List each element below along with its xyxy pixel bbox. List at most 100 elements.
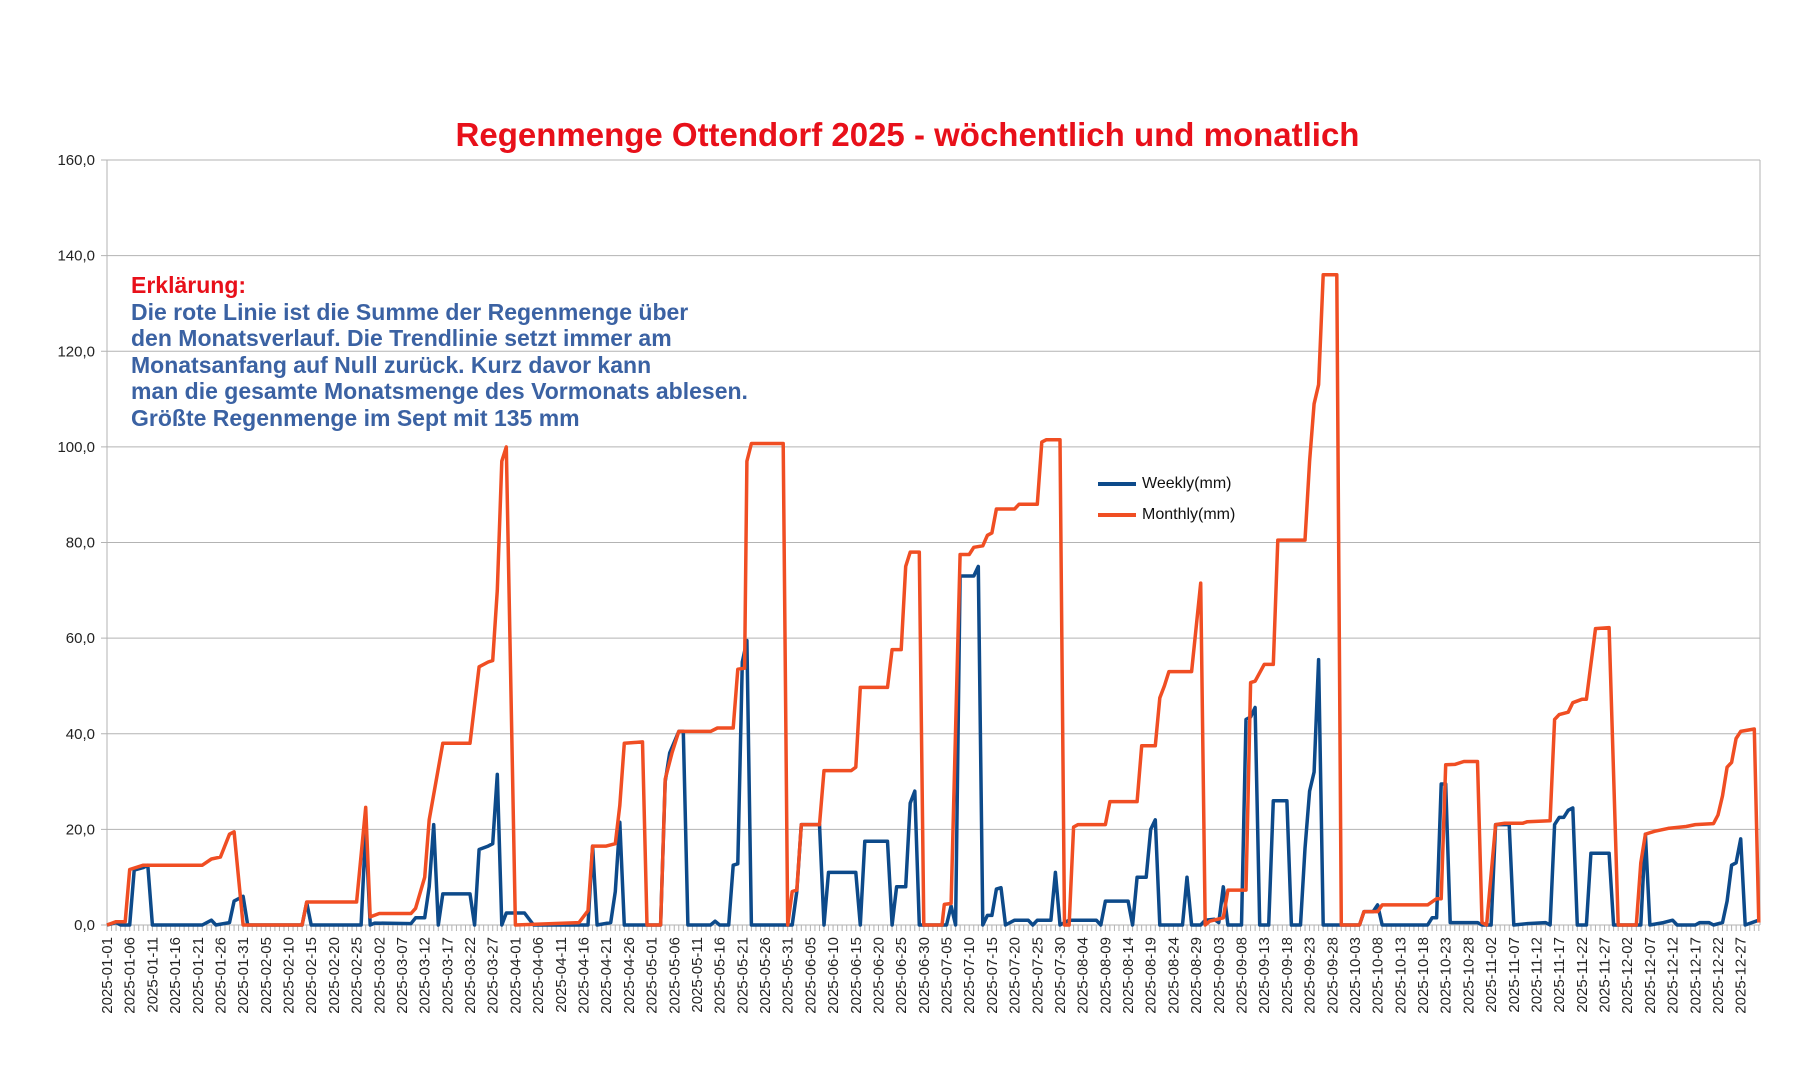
x-tick-label: 2025-07-05 [939,937,956,1014]
legend-swatch-monthly [1098,512,1136,517]
x-tick-label: 2025-05-11 [689,937,706,1013]
x-tick-label: 2025-08-29 [1188,937,1205,1014]
annotation-heading: Erklärung: [131,272,247,298]
x-tick-label: 2025-10-13 [1392,937,1409,1014]
x-tick-label: 2025-07-25 [1029,937,1046,1014]
x-tick-label: 2025-04-21 [598,937,615,1014]
legend-label: Weekly(mm) [1142,474,1232,492]
annotation-line: den Monatsverlauf. Die Trendlinie setzt … [131,325,672,351]
x-tick-label: 2025-05-26 [757,937,774,1014]
x-tick-label: 2025-05-01 [644,937,661,1014]
x-tick-label: 2025-05-31 [780,937,797,1014]
legend-label: Monthly(mm) [1142,505,1236,523]
x-tick-label: 2025-05-21 [734,937,751,1014]
weekly-series-line [106,564,1760,927]
y-tick-label: 100,0 [57,439,95,456]
x-tick-label: 2025-07-30 [1052,937,1069,1014]
x-tick-label: 2025-11-02 [1483,937,1500,1013]
x-tick-label: 2025-08-24 [1165,937,1182,1014]
x-tick-label: 2025-08-19 [1143,937,1160,1014]
x-tick-label: 2025-12-07 [1642,937,1659,1014]
x-tick-label: 2025-02-20 [326,937,343,1014]
legend-item-monthly: Monthly(mm) [1098,499,1235,530]
annotation-line: man die gesamte Monatsmenge des Vormonat… [131,378,748,404]
x-tick-label: 2025-09-28 [1324,937,1341,1014]
x-tick-label: 2025-03-02 [371,937,388,1014]
x-tick-label: 2025-06-30 [916,937,933,1014]
x-tick-label: 2025-04-16 [575,937,592,1014]
annotation-box: Erklärung: Die rote Linie ist die Summe … [131,272,748,431]
x-tick-label: 2025-10-18 [1415,937,1432,1014]
y-tick-label: 140,0 [57,248,95,265]
gridlines [101,159,1761,931]
x-tick-label: 2025-08-04 [1075,937,1092,1014]
x-tick-label: 2025-06-10 [825,937,842,1014]
x-tick-label: 2025-05-16 [712,937,729,1014]
y-tick-label: 160,0 [57,152,95,169]
x-tick-label: 2025-04-01 [507,937,524,1014]
x-tick-label: 2025-12-02 [1619,937,1636,1014]
x-tick-label: 2025-01-01 [99,937,116,1014]
y-tick-label: 120,0 [57,343,95,360]
chart-title: Regenmenge Ottendorf 2025 - wöchentlich … [455,116,1360,153]
x-tick-label: 2025-12-17 [1687,937,1704,1014]
x-tick-label: 2025-04-06 [530,937,547,1014]
x-tick-label: 2025-08-09 [1097,937,1114,1014]
x-tick-label: 2025-11-12 [1528,937,1545,1013]
y-tick-label: 40,0 [66,726,95,743]
x-tick-label: 2025-06-25 [893,937,910,1014]
y-tick-label: 20,0 [66,821,95,838]
x-tick-label: 2025-01-26 [212,937,229,1014]
x-tick-label: 2025-01-31 [235,937,252,1014]
x-tick-label: 2025-09-13 [1256,937,1273,1014]
x-tick-label: 2025-06-15 [848,937,865,1014]
x-axis-tick-labels: 2025-01-01 2025-01-06 2025-01-11 2025-01-16… [99,937,1750,1014]
x-tick-label: 2025-05-06 [666,937,683,1014]
x-tick-label: 2025-02-25 [349,937,366,1014]
x-tick-label: 2025-01-16 [167,937,184,1014]
x-tick-label: 2025-09-18 [1279,937,1296,1014]
x-tick-label: 2025-12-12 [1665,937,1682,1014]
legend: Weekly(mm) Monthly(mm) [1098,468,1235,530]
x-tick-label: 2025-10-23 [1438,937,1455,1014]
x-tick-label: 2025-10-08 [1370,937,1387,1014]
x-tick-label: 2025-10-03 [1347,937,1364,1014]
x-tick-label: 2025-03-22 [462,937,479,1014]
x-tick-label: 2025-10-28 [1460,937,1477,1014]
x-tick-label: 2025-09-08 [1234,937,1251,1014]
x-tick-label: 2025-03-27 [485,937,502,1014]
y-tick-label: 80,0 [66,535,95,552]
x-tick-label: 2025-11-07 [1506,937,1523,1013]
x-tick-label: 2025-04-11 [553,937,570,1013]
y-axis-tick-labels: 0,0 20,0 40,0 60,0 80,0 100,0 120,0 140,0 160,0 [57,152,95,934]
x-tick-label: 2025-04-26 [621,937,638,1014]
x-axis-minor-ticks [106,925,1760,931]
x-tick-label: 2025-02-15 [303,937,320,1014]
series-lines [106,273,1761,927]
x-tick-label: 2025-07-20 [1007,937,1024,1014]
x-tick-label: 2025-03-07 [394,937,411,1014]
y-tick-label: 60,0 [66,630,95,647]
annotation-line: Größte Regenmenge im Sept mit 135 mm [131,404,580,431]
x-tick-label: 2025-09-23 [1302,937,1319,1014]
x-tick-label: 2025-03-12 [417,937,434,1014]
x-tick-label: 2025-02-10 [281,937,298,1014]
x-tick-label: 2025-09-03 [1211,937,1228,1014]
x-tick-label: 2025-07-10 [961,937,978,1014]
x-tick-label: 2025-01-11 [144,937,161,1013]
y-tick-label: 0,0 [74,917,95,934]
x-tick-label: 2025-01-06 [122,937,139,1014]
x-tick-label: 2025-11-22 [1574,937,1591,1013]
x-tick-label: 2025-11-27 [1597,937,1614,1013]
x-tick-label: 2025-06-05 [802,937,819,1014]
x-tick-label: 2025-07-15 [984,937,1001,1014]
x-tick-label: 2025-06-20 [870,937,887,1014]
x-tick-label: 2025-02-05 [258,937,275,1014]
x-tick-label: 2025-12-27 [1733,937,1750,1014]
x-tick-label: 2025-03-17 [439,937,456,1014]
legend-swatch-weekly [1098,481,1136,486]
legend-item-weekly: Weekly(mm) [1098,468,1235,499]
annotation-line: Die rote Linie ist die Summe der Regenme… [131,298,689,325]
x-tick-label: 2025-11-17 [1551,937,1568,1013]
